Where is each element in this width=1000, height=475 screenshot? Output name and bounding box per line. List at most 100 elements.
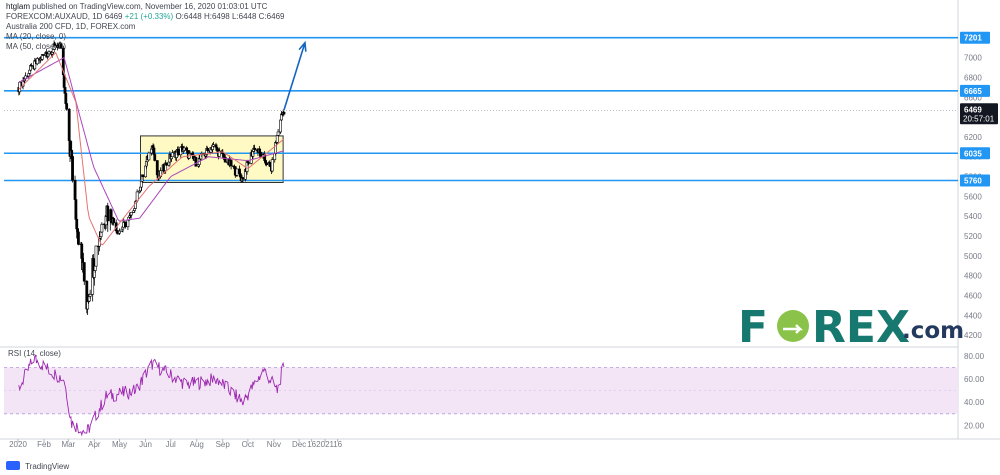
candle-body bbox=[88, 294, 92, 297]
candle-body bbox=[80, 243, 84, 259]
candle-body bbox=[152, 147, 156, 155]
candle-body bbox=[247, 162, 251, 164]
candle-body bbox=[129, 212, 133, 216]
level-tag-label: 6665 bbox=[964, 87, 982, 96]
candle-body bbox=[65, 103, 69, 110]
time-tick-label: 2020 bbox=[9, 440, 27, 449]
symbol-line: FOREXCOM:AUXAUD, 1D 6469 +21 (+0.33%) O:… bbox=[6, 12, 284, 22]
candle-body bbox=[82, 262, 86, 282]
rsi-tick-label: 40.00 bbox=[964, 398, 985, 407]
candle-body bbox=[35, 58, 39, 65]
candle-body bbox=[241, 177, 245, 180]
price-tick-label: 4600 bbox=[964, 291, 982, 300]
publish-header: htglam published on TradingView.com, Nov… bbox=[6, 2, 267, 11]
candle-body bbox=[123, 221, 127, 228]
candle-body bbox=[106, 205, 110, 222]
candle-body bbox=[67, 108, 71, 141]
candle-body bbox=[217, 150, 221, 157]
level-tag-label: 7201 bbox=[964, 34, 982, 43]
time-tick-label: Sep bbox=[216, 440, 231, 449]
price-tick-label: 5400 bbox=[964, 212, 982, 221]
ma20-legend[interactable]: MA (20, close, 0) bbox=[6, 32, 67, 41]
price-tick-label: 4200 bbox=[964, 331, 982, 340]
price-tick-label: 5600 bbox=[964, 192, 982, 201]
candle-body bbox=[253, 147, 256, 151]
candle-body bbox=[223, 156, 227, 163]
candles bbox=[17, 40, 286, 316]
candle-body bbox=[112, 218, 116, 224]
level-tag bbox=[960, 84, 990, 97]
price-tick-label: 5000 bbox=[964, 252, 982, 261]
time-tick-label: 16 bbox=[333, 440, 342, 449]
candle-body bbox=[141, 174, 145, 178]
rsi-legend: RSI (14, close) bbox=[8, 349, 61, 358]
time-tick-label: 2021 bbox=[316, 440, 334, 449]
candle-body bbox=[194, 157, 198, 167]
forex-logo-o-icon bbox=[777, 310, 809, 342]
forex-logo-f: F bbox=[738, 302, 768, 353]
time-tick-label: Oct bbox=[242, 440, 255, 449]
candle-body bbox=[100, 224, 104, 233]
candle-body bbox=[118, 230, 121, 234]
candle-body bbox=[170, 156, 173, 160]
candle-body bbox=[270, 159, 274, 172]
ma20-line bbox=[18, 51, 285, 246]
time-tick-label: Nov bbox=[267, 440, 281, 449]
price-tick-label: 5200 bbox=[964, 232, 982, 241]
candle-body bbox=[71, 156, 74, 181]
ohlc-close: C:6469 bbox=[258, 12, 285, 21]
time-tick-label: Dec bbox=[292, 440, 306, 449]
ohlc-open: O:6448 bbox=[175, 12, 202, 21]
time-tick-label: Jun bbox=[139, 440, 152, 449]
tradingview-logo-icon bbox=[6, 461, 20, 470]
rsi-tick-label: 20.00 bbox=[964, 421, 985, 430]
candle-body bbox=[264, 162, 268, 165]
candle-body bbox=[276, 131, 280, 136]
price-tick-label: 6800 bbox=[964, 73, 982, 82]
candle-body bbox=[64, 93, 68, 104]
rsi-tick-label: 80.00 bbox=[964, 352, 985, 361]
candle-body bbox=[133, 208, 137, 211]
level-tag-label: 5760 bbox=[964, 177, 982, 186]
forex-logo-com: .com bbox=[902, 318, 964, 344]
time-tick-label: Jul bbox=[166, 440, 176, 449]
candle-body bbox=[235, 168, 239, 176]
price-change: +21 (+0.33%) bbox=[124, 12, 174, 21]
level-tag bbox=[960, 147, 990, 160]
candle-body bbox=[53, 43, 57, 46]
publisher-name[interactable]: htglam bbox=[6, 2, 31, 11]
time-tick-label: Feb bbox=[37, 440, 51, 449]
last-price: 6469 bbox=[104, 12, 123, 21]
level-tag-label: 6035 bbox=[964, 149, 982, 158]
candle-body bbox=[93, 265, 97, 271]
price-tick-label: 7000 bbox=[964, 54, 982, 63]
time-tick-label: May bbox=[112, 440, 127, 449]
ma50-legend[interactable]: MA (50, close, 0) bbox=[6, 42, 67, 51]
candle-body bbox=[30, 65, 33, 67]
forex-watermark: F REX.com bbox=[738, 302, 964, 353]
rsi-tick-label: 60.00 bbox=[964, 375, 985, 384]
candle-body bbox=[282, 111, 286, 115]
ohlc-low: L:6448 bbox=[231, 12, 257, 21]
time-tick-label: Aug bbox=[190, 440, 204, 449]
candle-body bbox=[153, 154, 157, 161]
candle-body bbox=[212, 144, 215, 147]
level-tag bbox=[960, 174, 990, 187]
time-tick-label: 16 bbox=[307, 440, 316, 449]
price-tick-label: 4800 bbox=[964, 272, 982, 281]
chart-legend: FOREXCOM:AUXAUD, 1D 6469 +21 (+0.33%) O:… bbox=[6, 12, 284, 52]
forecast-arrow bbox=[283, 42, 306, 111]
price-tick-label: 6200 bbox=[964, 133, 982, 142]
candle-body bbox=[77, 231, 80, 245]
candle-body bbox=[229, 160, 233, 167]
forecast-arrowhead bbox=[298, 40, 307, 52]
forex-logo-arrow-icon bbox=[783, 324, 804, 334]
candle-body bbox=[176, 149, 180, 156]
candle-body bbox=[47, 51, 51, 55]
bar-countdown: 20:57:01 bbox=[963, 114, 995, 123]
symbol-name[interactable]: FOREXCOM:AUXAUD, 1D bbox=[6, 12, 103, 21]
candle-body bbox=[182, 147, 186, 151]
tradingview-brand-text[interactable]: TradingView bbox=[25, 462, 70, 471]
candle-body bbox=[94, 245, 98, 267]
level-tag bbox=[960, 31, 990, 44]
